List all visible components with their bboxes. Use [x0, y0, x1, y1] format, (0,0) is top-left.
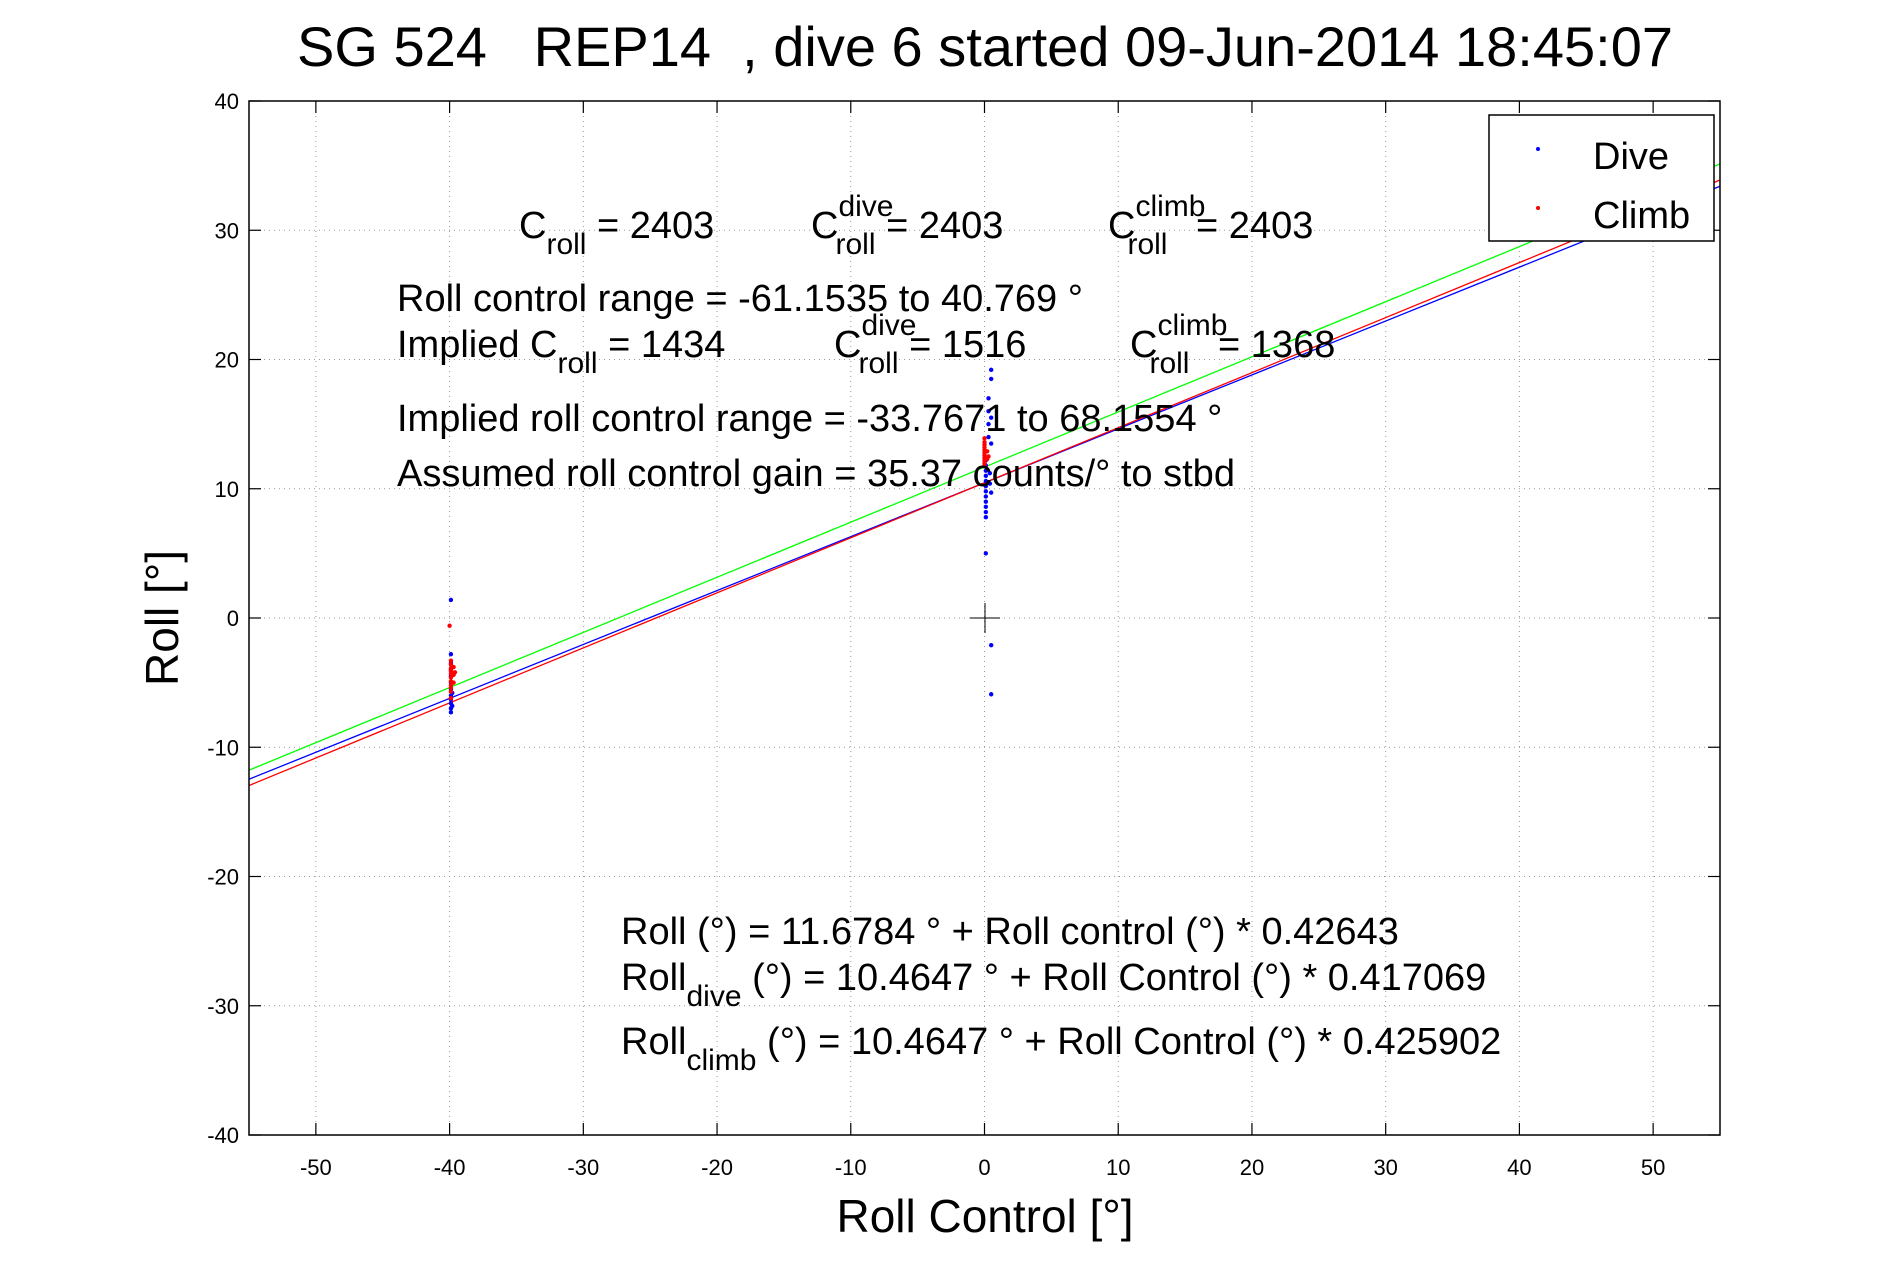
data-point-climb: [984, 449, 990, 454]
data-point-dive: [988, 415, 994, 420]
data-point-climb: [451, 664, 456, 670]
data-point-dive: [986, 396, 991, 401]
data-point-dive: [983, 494, 989, 499]
axis-ticks: [249, 100, 1720, 1136]
data-point-dive: [983, 478, 989, 484]
data-point-dive: [988, 692, 994, 697]
annotation-implied-c-roll: Implied Croll = 1434: [397, 324, 725, 380]
x-tick-label: 50: [1641, 1155, 1665, 1180]
y-tick-labels: -40 -30 -20 -10 0 10 20 30 40: [207, 89, 239, 1148]
legend: Dive Climb: [1488, 114, 1715, 242]
y-tick-label: 30: [215, 218, 239, 243]
x-tick-label: -20: [701, 1155, 733, 1180]
y-tick-label: 40: [215, 89, 239, 114]
data-point-dive: [448, 710, 454, 715]
x-tick-labels: -50 -40 -30 -20 -10 0 10 20 30 40 50: [300, 1155, 1665, 1180]
data-point-dive: [983, 504, 989, 510]
annotation-roll-control-range: Roll control range = -61.1535 to 40.769 …: [397, 278, 1083, 320]
legend-label-dive: Dive: [1593, 136, 1669, 178]
data-point-climb: [447, 623, 452, 628]
legend-marker-climb: [1536, 206, 1540, 210]
y-tick-label: -20: [207, 865, 239, 890]
x-tick-label: 20: [1240, 1155, 1264, 1180]
data-point-dive: [988, 490, 994, 495]
x-tick-label: -30: [567, 1155, 599, 1180]
annotation-c-roll: Croll = 2403: [519, 205, 714, 261]
data-point-dive: [987, 481, 993, 486]
data-point-climb: [451, 680, 456, 685]
data-point-dive: [450, 703, 455, 709]
data-point-climb: [986, 454, 991, 459]
x-tick-label: 40: [1507, 1155, 1531, 1180]
data-point-climb: [448, 658, 454, 663]
y-tick-label: 20: [215, 348, 239, 373]
annotation-implied-c-roll-climb: Cclimb roll = 1368: [1130, 309, 1335, 380]
y-tick-label: -10: [207, 735, 239, 760]
x-tick-label: 10: [1106, 1155, 1130, 1180]
data-point-climb: [982, 440, 987, 445]
data-point-dive: [988, 441, 994, 446]
annotation-gain: Assumed roll control gain = 35.37 counts…: [397, 453, 1235, 495]
x-axis-label: Roll Control [°]: [836, 1190, 1133, 1242]
data-point-dive: [983, 499, 989, 504]
annotation-c-roll-climb: Cclimb roll = 2403: [1108, 190, 1313, 261]
data-point-dive: [983, 514, 989, 520]
data-point-climb: [448, 695, 454, 701]
x-tick-label: -10: [835, 1155, 867, 1180]
legend-label-climb: Climb: [1593, 195, 1690, 237]
y-tick-label: -40: [207, 1123, 239, 1148]
origin-marker: [970, 603, 1000, 633]
data-point-dive: [983, 473, 989, 479]
equation-climb: Rollclimb (°) = 10.4647 ° + Roll Control…: [621, 1021, 1501, 1077]
data-point-dive: [988, 642, 994, 648]
data-point-dive: [983, 483, 989, 489]
legend-box: [1488, 114, 1715, 242]
x-tick-label: 0: [978, 1155, 990, 1180]
data-point-dive: [983, 551, 989, 556]
data-point-dive: [448, 651, 454, 657]
y-tick-label: 10: [215, 477, 239, 502]
data-point-dive: [983, 489, 989, 494]
data-point-dive: [986, 434, 991, 440]
data-point-climb: [982, 436, 987, 441]
x-tick-label: -50: [300, 1155, 332, 1180]
annotation-implied-range: Implied roll control range = -33.7671 to…: [397, 398, 1222, 440]
data-point-dive: [987, 471, 993, 476]
y-tick-label: -30: [207, 994, 239, 1019]
data-point-dive: [448, 597, 454, 603]
annotation-c-roll-dive: Cdive roll = 2403: [811, 190, 1003, 261]
y-axis-label: Roll [°]: [136, 550, 188, 686]
data-point-dive: [983, 509, 989, 515]
regression-line-fit_climb: [248, 179, 1721, 787]
x-tick-label: -40: [434, 1155, 466, 1180]
data-point-dive: [986, 409, 991, 414]
data-point-dive: [986, 421, 991, 427]
legend-marker-dive: [1536, 147, 1540, 151]
equation-dive: Rolldive (°) = 10.4647 ° + Roll Control …: [621, 957, 1486, 1013]
chart-title: SG 524 REP14 , dive 6 started 09-Jun-201…: [297, 15, 1673, 78]
data-point-dive: [988, 367, 994, 373]
equation-all: Roll (°) = 11.6784 ° + Roll control (°) …: [621, 911, 1399, 953]
data-point-climb: [448, 685, 454, 690]
data-point-dive: [983, 468, 989, 473]
data-point-dive: [988, 376, 994, 382]
data-point-climb: [452, 670, 458, 675]
annotation-implied-c-roll-dive: Cdive roll = 1516: [834, 309, 1026, 380]
x-tick-label: 30: [1373, 1155, 1397, 1180]
y-tick-label: 0: [227, 606, 239, 631]
data-point-climb: [448, 689, 454, 694]
data-points: [447, 367, 994, 715]
